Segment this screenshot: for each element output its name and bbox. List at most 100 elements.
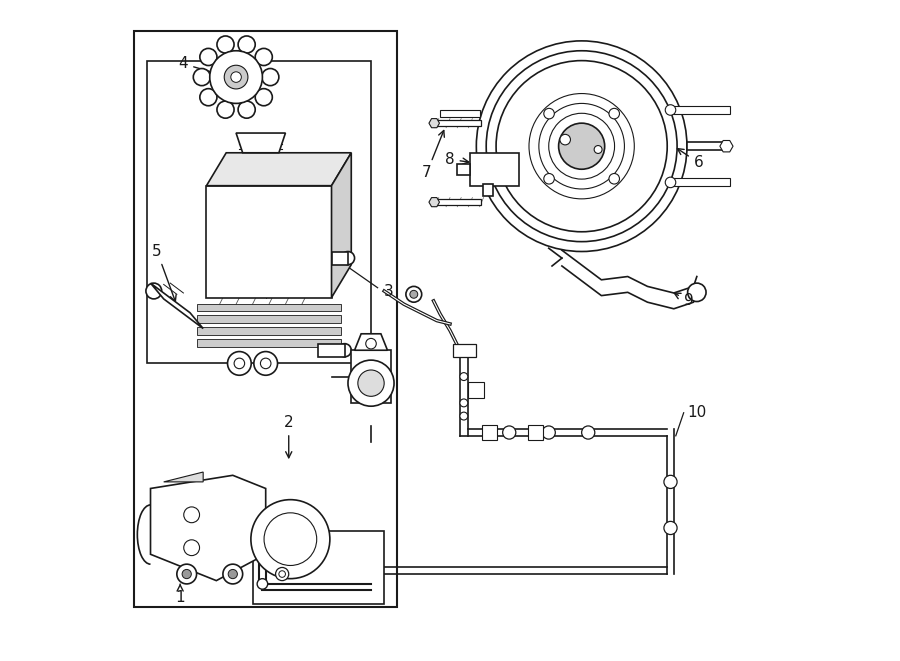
Circle shape <box>184 507 200 523</box>
Bar <box>687 142 726 150</box>
Bar <box>468 382 484 398</box>
Text: 8: 8 <box>445 152 469 167</box>
Circle shape <box>234 358 245 369</box>
Bar <box>670 178 730 186</box>
Bar <box>319 344 345 357</box>
Circle shape <box>260 358 271 369</box>
Polygon shape <box>429 198 439 207</box>
Polygon shape <box>355 334 388 350</box>
Circle shape <box>275 567 289 580</box>
Circle shape <box>544 108 554 119</box>
Bar <box>482 424 498 440</box>
Bar <box>331 252 348 264</box>
Circle shape <box>560 134 571 145</box>
Circle shape <box>665 104 676 115</box>
Circle shape <box>472 165 488 180</box>
Polygon shape <box>206 186 331 297</box>
Polygon shape <box>331 153 351 297</box>
Circle shape <box>688 283 706 301</box>
Text: 4: 4 <box>178 56 225 77</box>
Circle shape <box>410 290 418 298</box>
Circle shape <box>251 500 330 578</box>
Text: 6: 6 <box>678 149 703 170</box>
Bar <box>454 344 476 357</box>
Circle shape <box>460 373 468 381</box>
Circle shape <box>581 426 595 439</box>
Circle shape <box>338 344 351 357</box>
Circle shape <box>238 101 256 118</box>
Circle shape <box>500 161 511 171</box>
Circle shape <box>594 145 602 153</box>
Circle shape <box>182 569 192 578</box>
Text: 1: 1 <box>176 584 184 605</box>
Circle shape <box>486 51 677 242</box>
Bar <box>196 315 341 323</box>
Bar <box>527 424 544 440</box>
Circle shape <box>264 513 317 565</box>
Circle shape <box>217 101 234 118</box>
Circle shape <box>460 399 468 407</box>
Circle shape <box>223 564 243 584</box>
Circle shape <box>476 41 687 252</box>
Circle shape <box>176 564 196 584</box>
Circle shape <box>503 426 516 439</box>
Bar <box>456 164 470 175</box>
Polygon shape <box>720 141 733 152</box>
Circle shape <box>365 338 376 349</box>
Polygon shape <box>164 472 203 482</box>
Bar <box>196 339 341 347</box>
Circle shape <box>609 108 619 119</box>
Bar <box>435 199 481 206</box>
Circle shape <box>210 51 263 103</box>
Circle shape <box>549 113 615 179</box>
Circle shape <box>341 252 355 264</box>
Circle shape <box>224 65 248 89</box>
Circle shape <box>460 412 468 420</box>
Circle shape <box>406 286 422 302</box>
Circle shape <box>358 370 384 397</box>
Circle shape <box>200 48 217 65</box>
Circle shape <box>609 173 619 184</box>
Text: 7: 7 <box>422 130 445 180</box>
Polygon shape <box>236 133 285 153</box>
Text: 3: 3 <box>384 284 394 299</box>
Text: 2: 2 <box>284 415 293 458</box>
Circle shape <box>146 283 162 299</box>
Circle shape <box>496 61 667 232</box>
Bar <box>196 303 341 311</box>
Circle shape <box>257 578 267 589</box>
Circle shape <box>539 103 625 189</box>
Circle shape <box>256 48 273 65</box>
Circle shape <box>217 36 234 53</box>
Circle shape <box>559 123 605 169</box>
Circle shape <box>529 94 634 199</box>
Circle shape <box>262 69 279 86</box>
Polygon shape <box>150 283 203 329</box>
Circle shape <box>348 360 394 407</box>
Bar <box>196 327 341 335</box>
Circle shape <box>230 72 241 83</box>
Circle shape <box>184 540 200 556</box>
Circle shape <box>238 36 256 53</box>
Circle shape <box>254 352 277 375</box>
Bar <box>148 61 371 364</box>
Bar <box>670 106 730 114</box>
Circle shape <box>664 522 677 535</box>
Circle shape <box>544 173 554 184</box>
Circle shape <box>194 69 211 86</box>
Circle shape <box>542 426 555 439</box>
Bar <box>351 350 391 403</box>
Text: 11: 11 <box>368 351 387 377</box>
Text: 10: 10 <box>687 405 707 420</box>
Circle shape <box>664 475 677 488</box>
Bar <box>470 153 519 186</box>
Circle shape <box>279 570 285 577</box>
Circle shape <box>665 177 676 188</box>
Circle shape <box>200 89 217 106</box>
Bar <box>134 31 397 607</box>
Bar <box>253 531 384 603</box>
Text: 5: 5 <box>152 244 176 301</box>
Circle shape <box>228 352 251 375</box>
Polygon shape <box>429 118 439 128</box>
Bar <box>483 184 493 196</box>
